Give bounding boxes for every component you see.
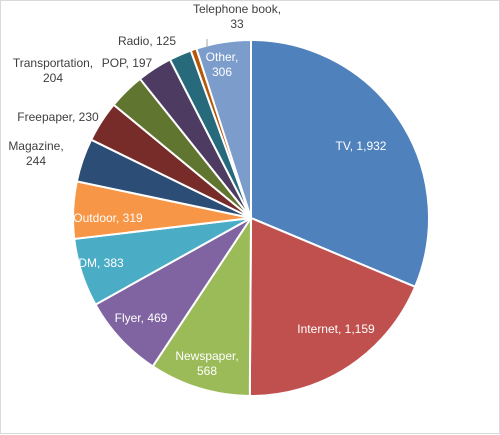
slice-tv [250, 38, 430, 289]
slice-internet [248, 216, 417, 398]
data-label-newspaper: Newspaper, 568 [175, 349, 238, 378]
data-label-radio: Radio, 125 [118, 34, 176, 48]
data-label-pop: POP, 197 [102, 56, 153, 70]
data-label-telephone-book: Telephone book, 33 [193, 2, 281, 31]
data-label-internet: Internet, 1,159 [297, 322, 375, 336]
data-label-flyer: Flyer, 469 [115, 311, 168, 325]
data-label-freepaper: Freepaper, 230 [17, 110, 99, 124]
data-label-transportation: Transportation, 204 [13, 56, 93, 85]
data-label-tv: TV, 1,932 [336, 139, 387, 153]
data-label-other: Other, 306 [206, 50, 239, 79]
data-label-magazine: Magazine, 244 [8, 139, 63, 168]
data-label-dm: DM, 383 [78, 256, 124, 270]
slice-newspaper [151, 214, 253, 398]
slice-other [195, 38, 252, 219]
data-label-outdoor: Outdoor, 319 [73, 211, 143, 225]
